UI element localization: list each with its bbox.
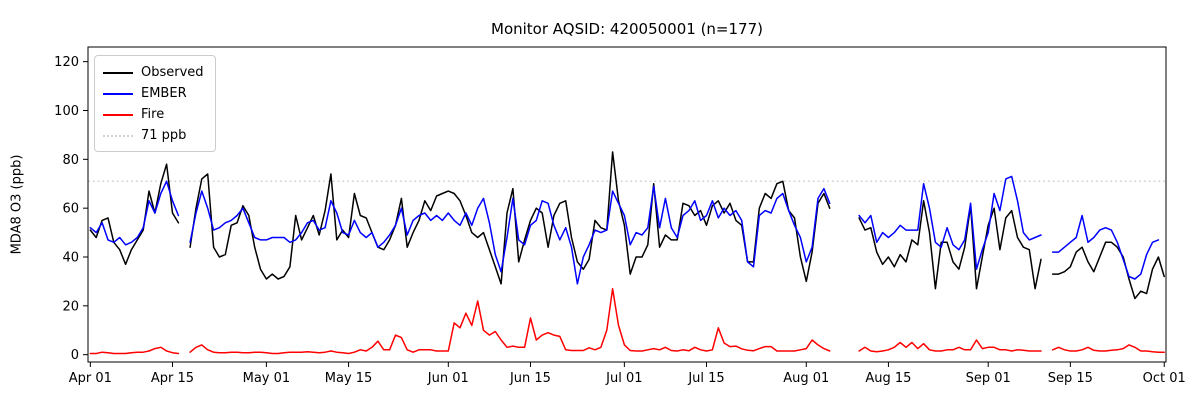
x-tick-label: Apr 01 <box>69 371 112 386</box>
x-tick-label: May 15 <box>325 371 373 386</box>
legend-label-fire: Fire <box>141 107 165 122</box>
legend: Observed EMBER Fire 71 ppb <box>94 55 216 152</box>
y-tick-label: 40 <box>62 251 79 266</box>
chart-title: Monitor AQSID: 420050001 (n=177) <box>491 20 763 38</box>
plot-border <box>87 46 1167 363</box>
x-tick-label: Aug 15 <box>865 371 911 386</box>
refline-swatch <box>103 134 133 137</box>
x-tick-label: May 01 <box>243 371 291 386</box>
x-tick-label: Jul 15 <box>687 371 724 386</box>
y-tick-label: 100 <box>54 104 79 119</box>
legend-label-refline: 71 ppb <box>141 128 187 143</box>
series-observed-line <box>89 151 1165 300</box>
legend-item-ember: EMBER <box>103 83 207 104</box>
x-tick-label: Jun 15 <box>509 371 551 386</box>
y-tick-label: 120 <box>54 55 79 70</box>
x-tick-label: Jul 01 <box>605 371 642 386</box>
ember-line-swatch <box>103 92 133 95</box>
y-tick-label: 20 <box>62 299 79 314</box>
x-tick-label: Sep 15 <box>1048 371 1093 386</box>
observed-line-swatch <box>103 71 133 74</box>
legend-item-observed: Observed <box>103 62 207 83</box>
x-tick-label: Aug 01 <box>783 371 829 386</box>
legend-label-observed: Observed <box>141 65 204 80</box>
series-fire-line <box>89 287 1165 355</box>
y-axis-label: MDA8 O3 (ppb) <box>9 154 25 255</box>
y-tick-label: 60 <box>62 202 79 217</box>
x-tick-label: Apr 15 <box>151 371 194 386</box>
y-tick-label: 80 <box>62 153 79 168</box>
legend-item-refline: 71 ppb <box>103 125 207 146</box>
legend-label-ember: EMBER <box>141 86 187 101</box>
legend-item-fire: Fire <box>103 104 207 125</box>
x-tick-label: Jun 01 <box>427 371 469 386</box>
y-tick-label: 0 <box>71 348 79 363</box>
x-tick-label: Sep 01 <box>966 371 1011 386</box>
fire-line-swatch <box>103 113 133 116</box>
x-tick-label: Oct 01 <box>1143 371 1186 386</box>
series-ember-line <box>89 175 1160 285</box>
